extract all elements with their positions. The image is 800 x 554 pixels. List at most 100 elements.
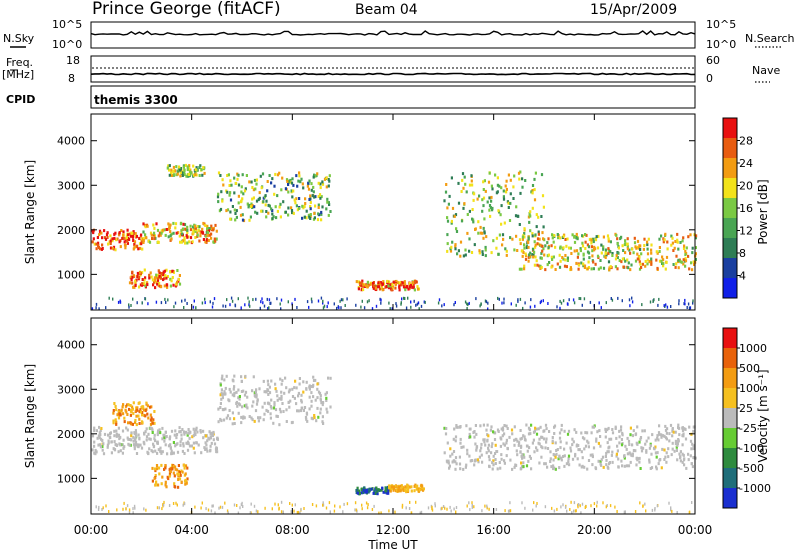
echo-cell (310, 404, 313, 408)
echo-cell (222, 183, 225, 187)
echo-cell (499, 444, 502, 448)
echo-cell (159, 233, 162, 237)
echo-cell (607, 260, 611, 264)
echo-cell (308, 384, 311, 388)
echo-cell (131, 405, 134, 409)
echo-cell (484, 245, 487, 249)
echo-cell (573, 235, 576, 239)
echo-cell (308, 305, 310, 309)
echo-cell (285, 408, 288, 412)
echo-cell (233, 374, 236, 378)
echo-cell (387, 282, 390, 286)
echo-cell (407, 488, 410, 492)
echo-cell (184, 472, 187, 476)
echo-cell (321, 403, 324, 407)
echo-cell (172, 471, 175, 475)
echo-cell (524, 257, 528, 261)
echo-cell (217, 200, 220, 204)
echo-cell (514, 463, 517, 467)
echo-cell (266, 379, 269, 383)
echo-cell (533, 263, 536, 267)
colorbar-swatch (723, 348, 737, 369)
echo-cell (279, 410, 282, 414)
echo-cell (466, 231, 469, 235)
echo-cell (308, 387, 311, 391)
echo-cell (604, 427, 607, 431)
echo-cell (248, 300, 250, 304)
echo-cell (106, 231, 109, 235)
echo-cell (134, 244, 137, 248)
echo-cell (229, 179, 232, 183)
echo-cell (291, 387, 294, 391)
echo-cell (537, 215, 540, 219)
echo-cell (372, 491, 375, 495)
echo-cell (529, 210, 532, 214)
echo-cell (499, 213, 502, 217)
echo-cell (581, 241, 584, 245)
echo-cell (481, 253, 484, 256)
echo-cell (496, 467, 499, 471)
echo-cell (567, 457, 570, 461)
echo-cell (576, 457, 579, 461)
echo-cell (611, 460, 614, 464)
echo-cell (453, 214, 456, 218)
echo-cell (591, 249, 594, 253)
echo-cell (280, 500, 283, 504)
echo-cell (465, 190, 468, 194)
echo-cell (583, 437, 586, 441)
echo-cell (566, 509, 568, 513)
echo-cell (101, 439, 104, 442)
echo-cell (133, 444, 136, 448)
echo-cell (694, 258, 697, 261)
echo-cell (201, 227, 204, 231)
echo-cell (395, 279, 398, 283)
echo-cell (220, 397, 223, 401)
echo-cell (413, 489, 416, 493)
echo-cell (148, 447, 151, 451)
echo-cell (668, 432, 671, 436)
echo-cell (235, 215, 238, 219)
echo-cell (458, 462, 462, 466)
echo-cell (675, 445, 678, 449)
echo-cell (325, 407, 328, 411)
echo-cell (264, 194, 267, 198)
echo-cell (186, 228, 189, 232)
echo-cell (487, 443, 490, 447)
echo-cell (374, 284, 377, 288)
echo-cell (514, 437, 517, 441)
echo-cell (483, 438, 486, 442)
echo-cell (549, 450, 552, 454)
echo-cell (268, 385, 271, 389)
echo-cell (241, 197, 244, 201)
echo-cell (147, 451, 150, 455)
echo-cell (492, 459, 495, 463)
echo-cell (148, 276, 151, 280)
echo-cell (171, 269, 174, 273)
echo-cell (654, 451, 657, 455)
echo-cell (178, 426, 181, 430)
echo-cell (133, 242, 136, 246)
colorbar-swatch (723, 238, 737, 259)
echo-cell (305, 411, 308, 415)
echo-cell (387, 284, 390, 288)
echo-cell (240, 390, 243, 393)
echo-cell (549, 457, 552, 461)
echo-cell (520, 454, 523, 458)
echo-cell (290, 209, 294, 212)
echo-cell (610, 437, 613, 441)
echo-cell (322, 306, 325, 310)
echo-cell (192, 427, 195, 431)
echo-cell (279, 377, 282, 381)
echo-cell (459, 240, 463, 244)
echo-cell (186, 165, 189, 169)
echo-cell (513, 425, 516, 429)
echo-cell (152, 233, 155, 237)
echo-cell (544, 462, 547, 466)
echo-cell (488, 171, 491, 175)
echo-cell (188, 167, 191, 171)
echo-cell (282, 200, 285, 204)
echo-cell (95, 429, 98, 433)
echo-cell (420, 510, 423, 514)
noise-sky-trace (90, 30, 696, 36)
echo-cell (626, 237, 629, 241)
